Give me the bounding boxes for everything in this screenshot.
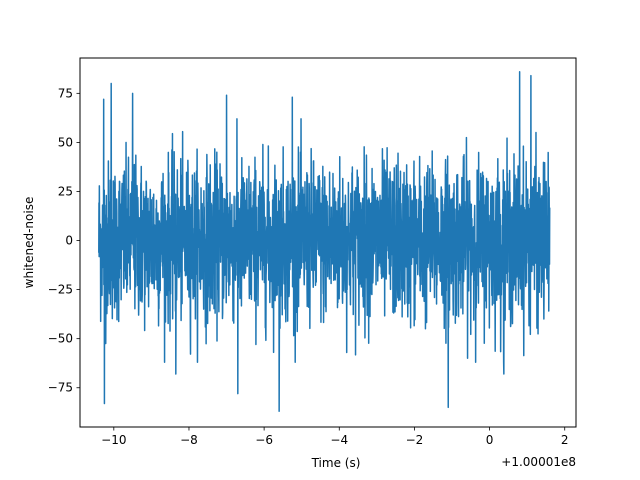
y-tick-label: −25 [48,283,73,297]
series-layer [98,70,551,413]
x-tick-label: −10 [101,433,126,447]
y-tick-label: 25 [58,184,73,198]
x-tick-label: −6 [255,433,273,447]
y-tick-label: 0 [65,234,73,248]
y-tick-label: 75 [58,86,73,100]
x-tick-label: 2 [561,433,569,447]
x-tick-label: −8 [180,433,198,447]
x-axis-offset-label: +1.00001e8 [501,455,576,469]
x-axis-label: Time (s) [311,456,361,470]
x-tick-label: −2 [406,433,424,447]
x-tick-label: 0 [486,433,494,447]
y-tick-label: −50 [48,332,73,346]
plot-area [79,57,577,428]
y-axis-label: whitened-noise [22,197,36,289]
y-tick-label: −75 [48,381,73,395]
x-tick-label: −4 [330,433,348,447]
y-tick-label: 50 [58,135,73,149]
plot-frame [79,57,577,428]
series-line [98,70,551,413]
x-axis: −10 −8 −6 −4 −2 0 2 [101,427,569,447]
y-axis: −75 −50 −25 0 25 50 75 [48,86,80,395]
